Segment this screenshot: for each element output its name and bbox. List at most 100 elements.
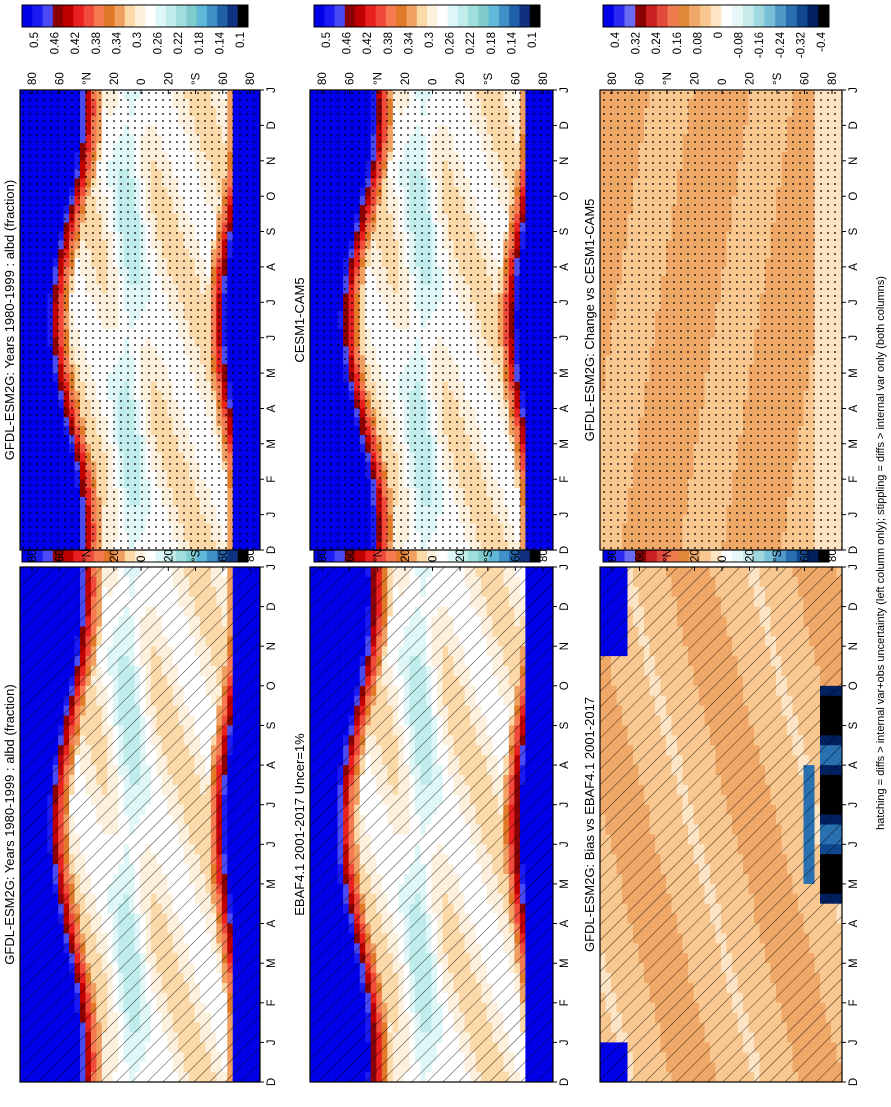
colorbar-swatch bbox=[678, 540, 690, 562]
x-tick-label: D bbox=[266, 1078, 278, 1086]
panel-p1: 0.50.460.420.380.340.30.260.220.180.140.… bbox=[2, 539, 278, 1086]
x-tick-label: A bbox=[266, 761, 278, 769]
colorbar-swatch bbox=[114, 540, 126, 562]
x-tick-label: J bbox=[559, 802, 571, 808]
colorbar-swatch bbox=[406, 540, 418, 562]
colorbar-swatch bbox=[334, 540, 346, 562]
y-tick-label: 80 bbox=[317, 549, 329, 562]
colorbar-swatch bbox=[519, 540, 531, 562]
colorbar-swatch bbox=[104, 540, 115, 562]
colorbar-swatch bbox=[753, 540, 765, 562]
plot-frame bbox=[309, 566, 554, 1083]
y-tick-label: 20 bbox=[455, 549, 467, 562]
colorbar-swatch bbox=[196, 540, 208, 562]
y-tick-label: 80 bbox=[538, 549, 550, 562]
colorbar-swatch bbox=[135, 540, 146, 562]
panel-title: EBAF4.1 2001-2017 Uncer=1% bbox=[292, 733, 307, 916]
x-tick-label: N bbox=[559, 642, 571, 650]
colorbar-swatch bbox=[416, 540, 428, 562]
y-tick-label: 80 bbox=[27, 549, 39, 562]
x-tick-label: A bbox=[266, 919, 278, 927]
colorbar-swatch bbox=[796, 540, 808, 562]
colorbar-swatch bbox=[186, 540, 198, 562]
colorbar-swatch bbox=[807, 540, 819, 562]
colorbar-swatch bbox=[165, 540, 177, 562]
colorbar-swatch bbox=[656, 540, 668, 562]
hatching-overlay bbox=[310, 567, 553, 1082]
colorbar-swatch bbox=[217, 540, 228, 562]
x-tick-label: J bbox=[266, 802, 278, 808]
colorbar-swatch bbox=[624, 540, 636, 562]
x-tick-label: M bbox=[559, 879, 571, 889]
x-tick-label: S bbox=[266, 721, 278, 729]
colorbar-swatch bbox=[742, 540, 755, 562]
colorbar-swatch bbox=[468, 540, 479, 562]
colorbar-swatch bbox=[488, 540, 500, 562]
colorbar-swatch bbox=[613, 540, 625, 562]
panel-p3: 0.40.320.240.160.080-0.08-0.16-0.24-0.32… bbox=[582, 539, 860, 1086]
colorbar-swatch bbox=[124, 540, 136, 562]
y-tick-label: 0 bbox=[428, 556, 440, 562]
colorbar-swatch bbox=[344, 540, 356, 562]
colorbar-swatch bbox=[732, 540, 744, 562]
colorbar-swatch bbox=[721, 540, 733, 562]
colorbar-swatch bbox=[764, 540, 776, 562]
colorbar-swatch bbox=[447, 540, 459, 562]
x-tick-label: F bbox=[266, 999, 278, 1006]
colorbar-swatch bbox=[206, 540, 218, 562]
y-tick-label: 20 bbox=[163, 549, 175, 562]
colorbar-swatch bbox=[32, 540, 43, 562]
x-tick-label: D bbox=[559, 1078, 571, 1086]
colorbar-swatch bbox=[457, 540, 469, 562]
colorbar-swatch bbox=[145, 540, 156, 562]
colorbar-swatch bbox=[667, 540, 679, 562]
colorbar-swatch bbox=[396, 540, 407, 562]
colorbar-swatch bbox=[427, 540, 438, 562]
y-tick-label: 60 bbox=[345, 549, 357, 562]
y-tick-label: °N bbox=[372, 549, 384, 562]
colorbar-swatch bbox=[529, 540, 541, 562]
colorbar-swatch bbox=[355, 540, 366, 562]
colorbar-swatch bbox=[314, 540, 325, 562]
x-tick-label: S bbox=[559, 721, 571, 729]
y-tick-label: °N bbox=[82, 549, 94, 562]
x-tick-label: O bbox=[266, 681, 278, 690]
colorbar-swatch bbox=[155, 540, 167, 562]
y-tick-label: 20 bbox=[109, 549, 121, 562]
colorbar-swatch bbox=[176, 540, 187, 562]
x-tick-label: J bbox=[559, 564, 571, 570]
colorbar-swatch bbox=[42, 540, 54, 562]
colorbar-swatch bbox=[498, 540, 510, 562]
x-tick-label: M bbox=[266, 879, 278, 889]
colorbar-swatch bbox=[73, 540, 85, 562]
colorbar-swatch bbox=[437, 540, 448, 562]
colorbar-swatch bbox=[93, 540, 105, 562]
x-tick-label: J bbox=[266, 1040, 278, 1046]
x-tick-label: N bbox=[266, 642, 278, 650]
y-tick-label: °S bbox=[483, 549, 495, 562]
x-tick-label: J bbox=[559, 841, 571, 847]
y-tick-label: °S bbox=[191, 549, 203, 562]
colorbar-swatch bbox=[237, 540, 249, 562]
colorbar-swatch bbox=[385, 540, 397, 562]
y-tick-label: 60 bbox=[218, 549, 230, 562]
x-tick-label: A bbox=[559, 919, 571, 927]
colorbar-swatch bbox=[603, 540, 615, 562]
y-tick-label: 0 bbox=[136, 556, 148, 562]
colorbar-swatch bbox=[52, 540, 64, 562]
x-tick-label: M bbox=[559, 958, 571, 968]
colorbar-swatch bbox=[646, 540, 658, 562]
colorbar-swatch bbox=[818, 540, 830, 562]
x-tick-label: D bbox=[266, 602, 278, 610]
panel-p2: 0.50.460.420.380.340.30.260.220.180.140.… bbox=[292, 539, 571, 1086]
x-tick-label: O bbox=[559, 681, 571, 690]
colorbar-swatch bbox=[689, 540, 701, 562]
hatching-overlay bbox=[20, 567, 260, 1082]
plot-frame bbox=[19, 566, 261, 1083]
x-tick-label: A bbox=[559, 761, 571, 769]
colorbar-swatch bbox=[375, 540, 387, 562]
x-tick-label: J bbox=[266, 841, 278, 847]
panel-title: GFDL-ESM2G: Years 1980-1999 : albd (frac… bbox=[2, 684, 17, 964]
colorbar-swatch bbox=[22, 540, 33, 562]
y-tick-label: 60 bbox=[54, 549, 66, 562]
